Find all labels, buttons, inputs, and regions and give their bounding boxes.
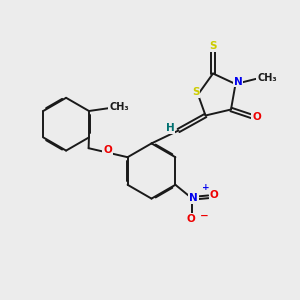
Text: O: O <box>103 145 112 155</box>
Text: N: N <box>233 76 242 87</box>
Text: O: O <box>252 112 261 122</box>
Text: N: N <box>189 193 198 203</box>
Text: CH₃: CH₃ <box>109 101 129 112</box>
Text: −: − <box>200 211 209 221</box>
Text: H: H <box>166 123 175 133</box>
Text: S: S <box>192 87 199 97</box>
Text: O: O <box>187 214 196 224</box>
Text: CH₃: CH₃ <box>257 73 277 83</box>
Text: +: + <box>202 183 209 192</box>
Text: S: S <box>209 41 217 52</box>
Text: O: O <box>209 190 218 200</box>
